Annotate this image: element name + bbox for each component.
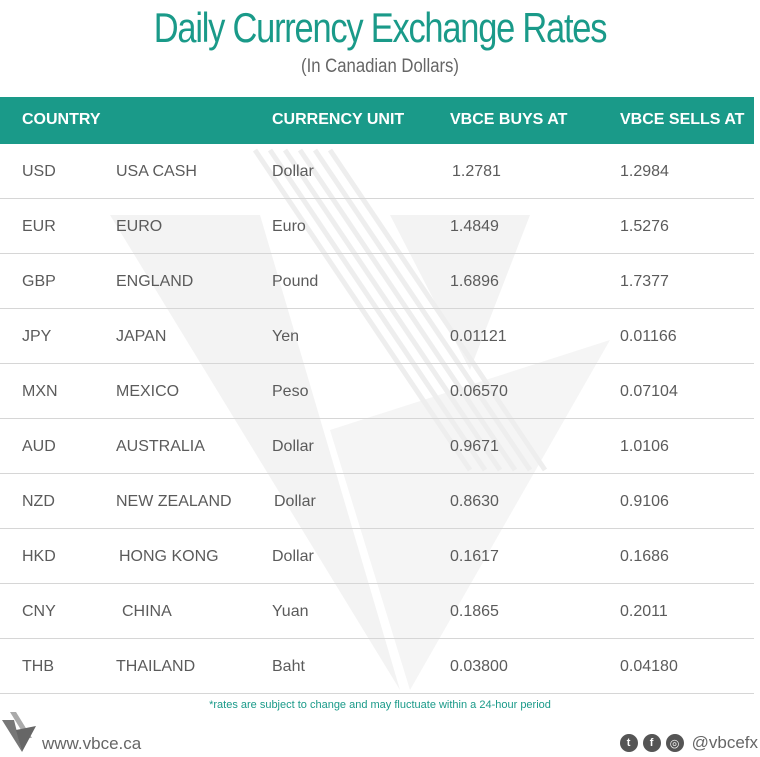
currency-unit: Dollar <box>272 548 314 565</box>
table-row: HKD HONG KONG Dollar 0.1617 0.1686 <box>0 529 754 584</box>
sell-rate: 0.9106 <box>620 493 669 510</box>
buy-rate: 1.4849 <box>450 218 499 235</box>
currency-code: HKD <box>22 548 56 565</box>
buy-rate: 0.01121 <box>450 328 507 345</box>
buy-rate: 0.9671 <box>450 438 499 455</box>
social-links: t f ◎ @vbcefx <box>619 733 758 753</box>
table-row: JPY JAPAN Yen 0.01121 0.01166 <box>0 309 754 364</box>
currency-code: JPY <box>22 328 52 345</box>
column-header-country: COUNTRY <box>22 111 101 128</box>
currency-code: CNY <box>22 603 56 620</box>
currency-unit: Peso <box>272 383 309 400</box>
sell-rate: 0.04180 <box>620 658 678 675</box>
instagram-icon[interactable]: ◎ <box>665 734 684 752</box>
sell-rate: 0.2011 <box>620 603 668 620</box>
sell-rate: 0.01166 <box>620 328 677 345</box>
currency-code: MXN <box>22 383 58 400</box>
buy-rate: 0.1865 <box>450 603 499 620</box>
currency-code: AUD <box>22 438 56 455</box>
currency-unit: Dollar <box>272 438 314 455</box>
twitter-icon[interactable]: t <box>619 734 638 752</box>
currency-unit: Baht <box>272 658 305 675</box>
country-name: USA CASH <box>116 163 197 180</box>
currency-code: THB <box>22 658 54 675</box>
sell-rate: 1.2984 <box>620 163 669 180</box>
exchange-rate-table: COUNTRY CURRENCY UNIT VBCE BUYS AT VBCE … <box>0 97 754 694</box>
sell-rate: 1.5276 <box>620 218 669 235</box>
sell-rate: 1.7377 <box>620 273 669 290</box>
country-name: AUSTRALIA <box>116 438 205 455</box>
currency-unit: Euro <box>272 218 306 235</box>
currency-code: NZD <box>22 493 55 510</box>
currency-unit: Yuan <box>272 603 309 620</box>
disclaimer-note: *rates are subject to change and may flu… <box>209 699 551 711</box>
currency-unit: Pound <box>272 273 319 290</box>
buy-rate: 1.6896 <box>450 273 499 290</box>
country-name: EURO <box>116 218 163 235</box>
table-row: MXN MEXICO Peso 0.06570 0.07104 <box>0 364 754 419</box>
sell-rate: 0.07104 <box>620 383 678 400</box>
social-handle[interactable]: @vbcefx <box>691 733 758 752</box>
table-row: USD USA CASH Dollar 1.2781 1.2984 <box>0 144 754 199</box>
column-header-currency-unit: CURRENCY UNIT <box>272 111 405 128</box>
country-name: NEW ZEALAND <box>116 493 232 510</box>
sell-rate: 1.0106 <box>620 438 669 455</box>
currency-code: GBP <box>22 273 56 290</box>
column-header-buys: VBCE BUYS AT <box>450 111 568 128</box>
country-name: ENGLAND <box>116 273 194 290</box>
table-header: COUNTRY CURRENCY UNIT VBCE BUYS AT VBCE … <box>0 97 754 144</box>
country-name: CHINA <box>122 603 172 620</box>
currency-code: USD <box>22 163 56 180</box>
page-title: Daily Currency Exchange Rates <box>153 4 608 51</box>
currency-unit: Dollar <box>272 163 314 180</box>
table-row: NZD NEW ZEALAND Dollar 0.8630 0.9106 <box>0 474 754 529</box>
country-name: HONG KONG <box>119 548 219 565</box>
buy-rate: 0.06570 <box>450 383 508 400</box>
column-header-sells: VBCE SELLS AT <box>620 111 745 128</box>
buy-rate: 0.03800 <box>450 658 508 675</box>
page-subtitle: (In Canadian Dollars) <box>301 56 459 77</box>
currency-unit: Yen <box>272 328 299 345</box>
buy-rate: 1.2781 <box>452 163 501 180</box>
buy-rate: 0.1617 <box>450 548 499 565</box>
country-name: JAPAN <box>116 328 167 345</box>
website-link[interactable]: www.vbce.ca <box>42 734 142 753</box>
country-name: THAILAND <box>116 658 196 675</box>
country-name: MEXICO <box>116 383 180 400</box>
currency-code: EUR <box>22 218 56 235</box>
table-row: EUR EURO Euro 1.4849 1.5276 <box>0 199 754 254</box>
table-row: CNY CHINA Yuan 0.1865 0.2011 <box>0 584 754 639</box>
vbce-logo-icon <box>2 712 36 752</box>
facebook-icon[interactable]: f <box>642 734 661 752</box>
table-row: GBP ENGLAND Pound 1.6896 1.7377 <box>0 254 754 309</box>
sell-rate: 0.1686 <box>620 548 669 565</box>
table-row: THB THAILAND Baht 0.03800 0.04180 <box>0 639 754 694</box>
buy-rate: 0.8630 <box>450 493 499 510</box>
table-row: AUD AUSTRALIA Dollar 0.9671 1.0106 <box>0 419 754 474</box>
currency-unit: Dollar <box>274 493 316 510</box>
